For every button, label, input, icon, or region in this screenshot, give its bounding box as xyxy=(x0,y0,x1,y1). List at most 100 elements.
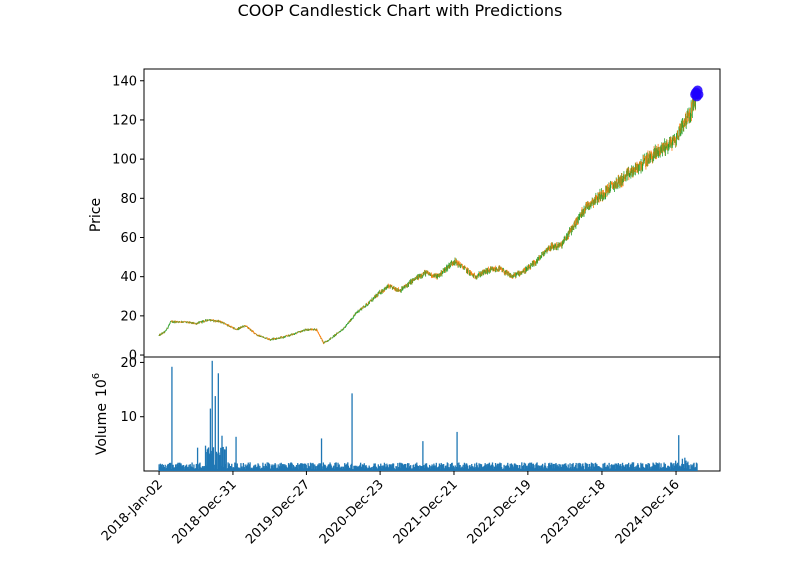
volume-bar xyxy=(416,465,419,471)
volume-bar xyxy=(305,465,307,471)
volume-bar xyxy=(341,466,343,471)
volume-bar xyxy=(375,467,378,471)
volume-bar xyxy=(591,463,593,471)
price-panel: 0 20 40 60 80 100 120 140 Price xyxy=(88,68,721,364)
volume-bar xyxy=(191,462,193,471)
volume-bar xyxy=(632,462,635,471)
volume-bar xyxy=(678,435,680,471)
volume-bar xyxy=(588,463,591,471)
chart-title: COOP Candlestick Chart with Predictions xyxy=(238,1,563,20)
volume-bar xyxy=(209,408,212,471)
volume-bar xyxy=(320,438,323,471)
volume-bar xyxy=(171,366,173,471)
volume-bar xyxy=(380,463,382,471)
volume-bar xyxy=(479,463,481,471)
volume-bar xyxy=(405,464,407,471)
price-ytick-label: 140 xyxy=(112,74,137,89)
volume-bar xyxy=(325,466,327,471)
volume-bar xyxy=(537,465,539,471)
volume-bar xyxy=(429,466,431,471)
volume-bar xyxy=(322,462,325,471)
x-tick-label: 2023-Dec-18 xyxy=(539,477,609,547)
price-ytick-label: 40 xyxy=(120,270,137,285)
volume-bar xyxy=(685,460,687,471)
volume-bar xyxy=(205,452,207,471)
volume-bar xyxy=(351,393,353,471)
volume-y-label: Volume 106 xyxy=(91,373,110,455)
volume-bar xyxy=(540,465,542,471)
price-marks xyxy=(158,89,698,345)
price-y-axis: 0 20 40 60 80 100 120 140 xyxy=(112,74,144,364)
volume-bar xyxy=(244,464,246,471)
volume-bar xyxy=(676,462,679,471)
volume-bar xyxy=(658,462,660,471)
volume-bar xyxy=(596,464,598,471)
volume-bar xyxy=(649,467,651,471)
volume-bar xyxy=(319,463,321,471)
price-ytick-label: 120 xyxy=(112,113,137,128)
volume-bar xyxy=(212,447,215,471)
volume-bar xyxy=(231,463,233,471)
volume-bar xyxy=(631,462,633,471)
volume-bar xyxy=(302,463,304,471)
volume-scale-base: 10 xyxy=(94,379,110,397)
volume-bar xyxy=(628,462,630,471)
price-plot-area xyxy=(143,68,721,358)
price-ytick-label: 60 xyxy=(120,231,137,246)
volume-bar xyxy=(447,463,449,471)
volume-bar xyxy=(640,462,642,471)
volume-bar xyxy=(344,464,346,471)
volume-bar xyxy=(359,462,362,471)
x-tick-label: 2019-Dec-27 xyxy=(243,477,313,547)
volume-bar xyxy=(679,465,681,471)
volume-bar xyxy=(572,462,574,471)
volume-bar xyxy=(363,463,365,471)
volume-bar xyxy=(399,462,401,471)
volume-bar xyxy=(660,463,662,471)
volume-bar xyxy=(303,463,306,471)
volume-bar xyxy=(224,449,226,471)
volume-bar xyxy=(297,463,299,471)
volume-bar xyxy=(257,464,260,471)
volume-bar xyxy=(222,446,224,471)
volume-y-axis: 10 20 xyxy=(120,356,144,425)
volume-bar xyxy=(402,465,404,471)
volume-bar xyxy=(214,396,216,471)
volume-bar xyxy=(456,431,458,471)
volume-bar xyxy=(378,465,380,471)
x-tick-label: 2021-Dec-21 xyxy=(391,477,461,547)
volume-bar xyxy=(441,464,444,471)
volume-bar xyxy=(454,465,456,471)
volume-bar xyxy=(647,463,649,471)
volume-bar xyxy=(309,462,312,471)
volume-bar xyxy=(371,466,373,471)
volume-bar xyxy=(681,458,684,471)
volume-bar xyxy=(625,464,627,471)
volume-bar xyxy=(696,463,698,471)
volume-bar xyxy=(459,464,461,471)
volume-bar xyxy=(225,446,227,471)
volume-bar xyxy=(277,464,279,471)
volume-bar xyxy=(193,464,195,471)
volume-bar xyxy=(541,463,544,471)
volume-bar xyxy=(551,462,553,471)
volume-bar xyxy=(565,465,568,471)
volume-ytick-label: 20 xyxy=(120,356,137,371)
volume-bar xyxy=(266,462,268,471)
volume-bar xyxy=(312,464,315,471)
volume-bar xyxy=(608,462,610,471)
volume-bar xyxy=(620,463,622,471)
volume-bar xyxy=(335,462,337,471)
volume-bar xyxy=(361,464,364,471)
volume-bar xyxy=(422,441,424,471)
volume-bar xyxy=(384,464,386,471)
volume-bar xyxy=(262,462,264,471)
volume-bar xyxy=(164,464,166,471)
x-tick-label: 2020-Dec-23 xyxy=(317,477,387,547)
volume-bar xyxy=(462,464,464,471)
volume-bar xyxy=(240,463,242,471)
volume-bar xyxy=(585,463,588,471)
volume-bar xyxy=(228,463,230,471)
